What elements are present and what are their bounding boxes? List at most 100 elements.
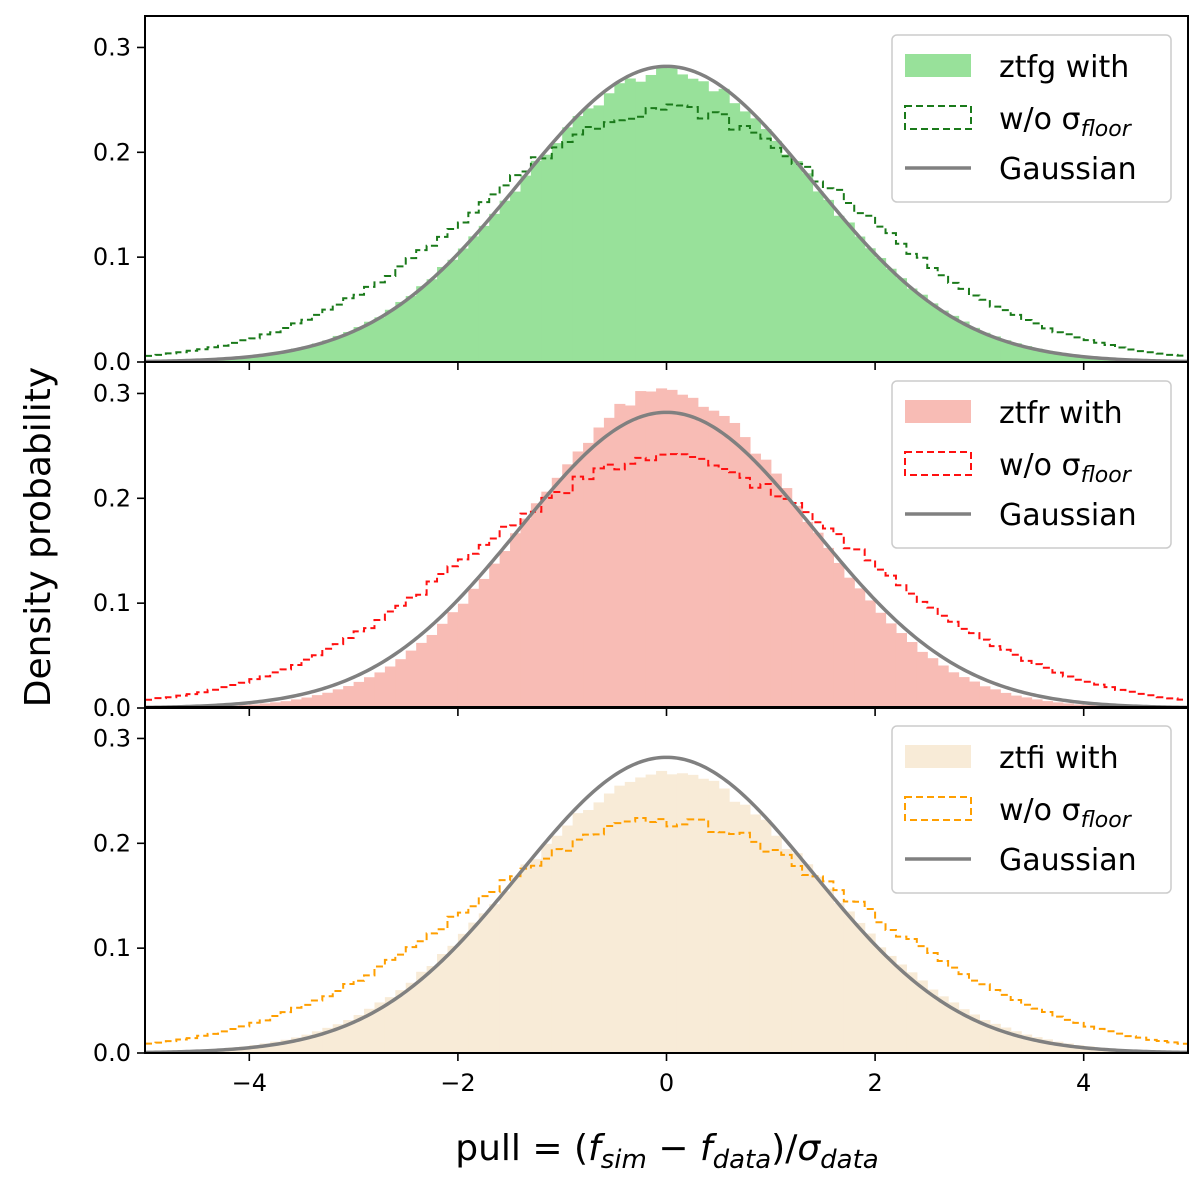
filled-histogram-bin <box>958 321 970 362</box>
legend-label: w/o σfloor <box>999 793 1133 833</box>
filled-histogram-bin <box>812 191 824 362</box>
filled-histogram-bin <box>916 651 928 708</box>
filled-histogram-bin <box>854 236 866 362</box>
filled-histogram-bin <box>541 491 553 708</box>
filled-histogram-bin <box>666 774 678 1053</box>
filled-histogram-bin <box>729 103 741 362</box>
filled-histogram-bin <box>802 864 814 1053</box>
filled-histogram-bin <box>332 689 344 708</box>
filled-histogram-bin <box>343 1020 355 1053</box>
y-tick-label: 0.0 <box>93 1039 131 1067</box>
filled-histogram-bin <box>1010 695 1022 708</box>
y-tick-label: 0.3 <box>93 724 131 752</box>
filled-histogram-bin <box>948 1002 960 1053</box>
filled-histogram-bin <box>583 442 595 708</box>
y-tick-label: 0.2 <box>93 138 131 166</box>
legend-label-sub: floor <box>1081 463 1133 488</box>
plot-area-top <box>145 64 1188 362</box>
filled-histogram-bin <box>416 286 428 362</box>
filled-histogram-bin <box>739 804 751 1053</box>
filled-histogram-bin <box>760 819 772 1053</box>
y-tick-label: 0.2 <box>93 484 131 512</box>
filled-histogram-bin <box>843 577 855 708</box>
filled-histogram-bin <box>228 357 240 362</box>
filled-histogram-bin <box>593 105 605 362</box>
dashed-histogram-bottom <box>145 817 1188 1045</box>
filled-histogram-bin <box>541 843 553 1053</box>
filled-histogram-bin <box>1083 356 1095 362</box>
filled-histogram-bin <box>499 200 511 362</box>
filled-histogram-bin <box>457 248 469 362</box>
filled-histogram-bin <box>562 127 574 362</box>
filled-histogram-bin <box>489 213 501 362</box>
filled-histogram-bin <box>948 672 960 708</box>
plot-area-bottom <box>145 755 1188 1053</box>
filled-histogram-bin <box>937 665 949 708</box>
filled-histogram-bin <box>645 391 657 708</box>
filled-histogram-bin <box>1010 343 1022 362</box>
filled-histogram-bin <box>343 686 355 708</box>
filled-histogram-bin <box>530 160 542 362</box>
y-tick-label: 0.1 <box>93 589 131 617</box>
filled-histogram-bin <box>311 343 323 362</box>
filled-histogram-bin <box>781 154 793 362</box>
filled-histogram-bin <box>384 997 396 1053</box>
filled-histogram-bin <box>770 140 782 362</box>
filled-histogram-bin <box>447 612 459 708</box>
filled-histogram-bin <box>958 677 970 708</box>
filled-histogram-bin <box>259 1043 271 1053</box>
legend-label-main: Gaussian <box>999 843 1137 878</box>
filled-histogram-bin <box>364 677 376 708</box>
filled-histogram-bin <box>562 825 574 1053</box>
filled-histogram-bin <box>457 933 469 1053</box>
filled-histogram-bin <box>364 321 376 362</box>
y-axis-label: Density probability <box>18 367 59 707</box>
filled-histogram-bin <box>666 68 678 362</box>
filled-histogram-bin <box>1041 1039 1054 1053</box>
filled-histogram-bin <box>927 303 939 362</box>
filled-histogram-bin <box>916 980 928 1053</box>
filled-histogram-bin <box>916 294 928 362</box>
filled-histogram-bin <box>551 143 563 362</box>
filled-histogram-bin <box>270 352 282 362</box>
filled-histogram-bin <box>687 78 699 362</box>
legend-label-main: Gaussian <box>999 498 1137 533</box>
filled-histogram-bin <box>843 222 855 362</box>
filled-histogram-bin <box>280 350 292 362</box>
filled-histogram-bin <box>301 346 313 362</box>
x-tick-label: 2 <box>867 1069 882 1097</box>
filled-histogram-bin <box>1010 1031 1022 1053</box>
filled-histogram-bin <box>864 248 876 362</box>
filled-histogram-bin <box>614 403 626 708</box>
filled-histogram-bin <box>311 695 323 708</box>
filled-histogram-bin <box>760 129 772 362</box>
legend-label-main: w/o σ <box>999 793 1081 828</box>
filled-histogram-bin <box>322 692 334 708</box>
filled-histogram-bin <box>958 1009 970 1053</box>
filled-histogram-bin <box>322 1027 334 1053</box>
filled-histogram-bin <box>572 813 584 1053</box>
filled-histogram-bin <box>374 317 386 362</box>
filled-histogram-bin <box>499 891 511 1053</box>
filled-histogram-bin <box>885 268 897 362</box>
filled-histogram-bin <box>906 972 918 1053</box>
filled-histogram-bin <box>520 518 532 708</box>
filled-histogram-bin <box>280 701 292 708</box>
filled-histogram-bin <box>291 1037 303 1053</box>
filled-histogram-bin <box>833 215 845 362</box>
filled-histogram-bin <box>614 785 626 1053</box>
panel-middle: 0.0 0.1 0.2 0.3 ztfr with w/o σfloor Gaussian <box>93 361 1189 722</box>
filled-histogram-bin <box>405 650 417 708</box>
filled-histogram-middle <box>145 388 1188 708</box>
filled-histogram-bin <box>437 267 449 362</box>
filled-histogram-bin <box>791 161 803 362</box>
filled-histogram-bin <box>895 633 907 708</box>
x-axis-label-close: )/ <box>771 1128 798 1169</box>
filled-histogram-bin <box>447 259 459 362</box>
legend-label: w/o σfloor <box>999 448 1133 488</box>
filled-histogram-bin <box>468 922 480 1053</box>
filled-histogram-bin <box>1031 699 1043 708</box>
filled-histogram-bin <box>510 533 522 708</box>
filled-histogram-bin <box>989 1023 1001 1053</box>
